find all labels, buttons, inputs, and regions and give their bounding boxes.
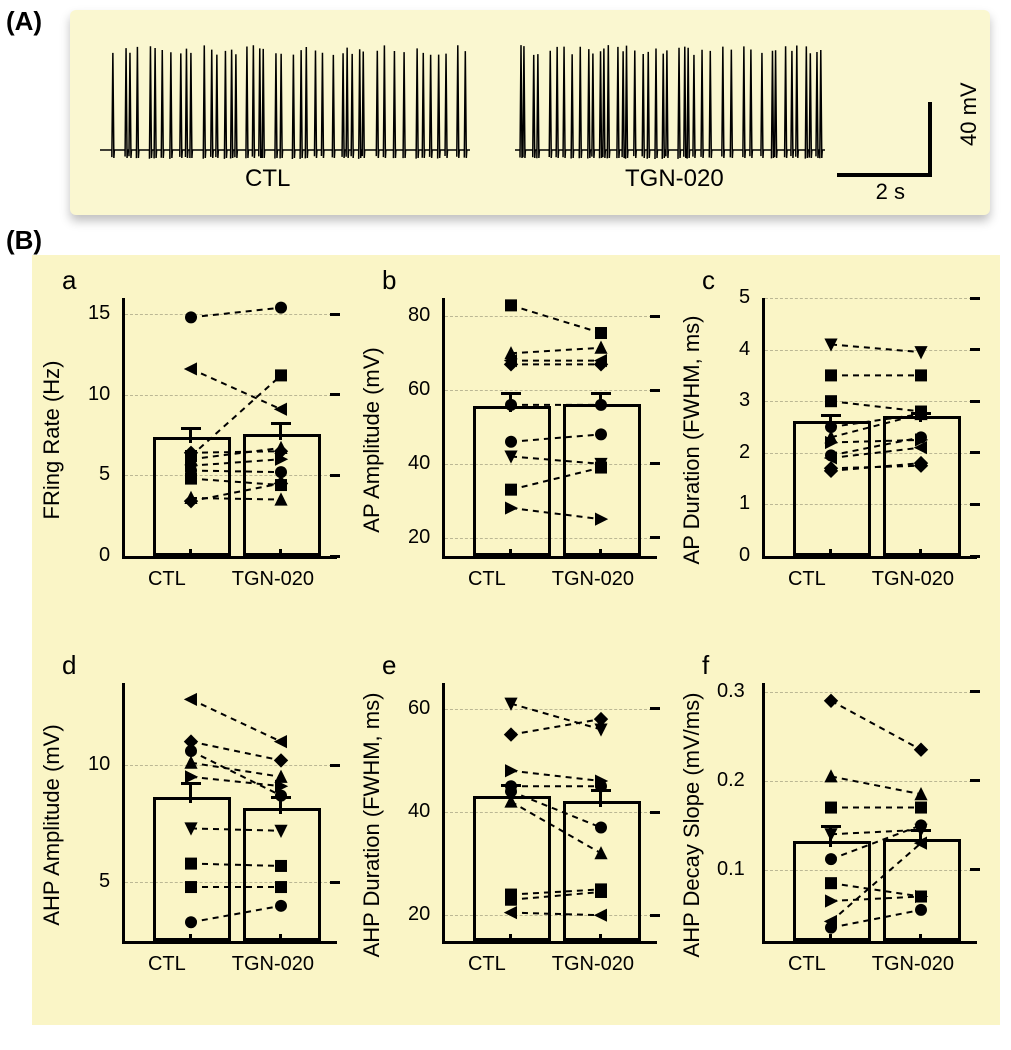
trace-label-ctl: CTL (245, 165, 290, 193)
data-overlay-svg (765, 683, 977, 941)
scalebar-label-v: 40 mV (956, 82, 982, 146)
x-tick-label: TGN-020 (232, 568, 314, 591)
x-tick-label: TGN-020 (872, 568, 954, 591)
plot-area: CTLTGN-020 (762, 683, 977, 944)
subplot-label: c (702, 265, 715, 296)
subplot-label: e (382, 650, 396, 681)
data-overlay-svg (125, 683, 337, 941)
x-tick-label: TGN-020 (872, 953, 954, 976)
subplot-d: dAHP Amplitude (mV)CTLTGN-020510 (62, 655, 342, 995)
y-axis-label: FRing Rate (Hz) (39, 361, 65, 520)
subplot-label: a (62, 265, 76, 296)
x-tick-label: CTL (468, 953, 506, 976)
x-tick-label: CTL (148, 568, 186, 591)
subplot-label: b (382, 265, 396, 296)
x-tick-label: TGN-020 (552, 953, 634, 976)
scalebar-horizontal (837, 173, 932, 177)
plot-area: CTLTGN-020 (762, 298, 977, 559)
panel-label-A: (A) (6, 6, 42, 37)
scalebar-label-h: 2 s (876, 179, 905, 205)
subplot-a: aFRing Rate (Hz)CTLTGN-020051015 (62, 270, 342, 610)
data-overlay-svg (125, 298, 337, 556)
plot-area: CTLTGN-020 (122, 298, 337, 559)
subplot-e: eAHP Duration (FWHM, ms)CTLTGN-020204060 (382, 655, 662, 995)
panel-label-B: (B) (6, 225, 42, 256)
plot-area: CTLTGN-020 (442, 683, 657, 944)
x-tick-label: CTL (788, 953, 826, 976)
plot-area: CTLTGN-020 (122, 683, 337, 944)
subplot-label: f (702, 650, 709, 681)
trace-label-tgn: TGN-020 (625, 165, 724, 193)
data-overlay-svg (445, 683, 657, 941)
y-axis-label: AHP Decay Slope (mV/ms) (679, 693, 705, 958)
figure-container: (A) CTL TGN-020 40 mV 2 s (B) a FRing Rat… (0, 0, 1011, 1050)
scalebar-vertical (928, 102, 932, 177)
x-tick-label: CTL (788, 568, 826, 591)
y-axis-label: AP Amplitude (mV) (359, 347, 385, 532)
y-axis-label: AHP Duration (FWHM, ms) (359, 693, 385, 958)
subplot-f: fAHP Decay Slope (mV/ms)CTLTGN-0200.10.2… (702, 655, 982, 995)
plot-area: CTLTGN-020 (442, 298, 657, 559)
data-overlay-svg (765, 298, 977, 556)
subplot-c: cAP Duration (FWHM, ms)CTLTGN-020012345 (702, 270, 982, 610)
x-tick-label: TGN-020 (552, 568, 634, 591)
data-overlay-svg (445, 298, 657, 556)
subplot-b: bAP Amplitude (mV)CTLTGN-02020406080 (382, 270, 662, 610)
subplot-label: d (62, 650, 76, 681)
panel-B: aFRing Rate (Hz)CTLTGN-020051015 bAP Amp… (32, 255, 1000, 1025)
panel-A: CTL TGN-020 40 mV 2 s (70, 10, 990, 215)
x-tick-label: TGN-020 (232, 953, 314, 976)
spike-traces-svg (70, 10, 990, 215)
x-tick-label: CTL (468, 568, 506, 591)
y-axis-label: AHP Amplitude (mV) (39, 724, 65, 925)
y-axis-label: AP Duration (FWHM, ms) (679, 316, 705, 565)
x-tick-label: CTL (148, 953, 186, 976)
